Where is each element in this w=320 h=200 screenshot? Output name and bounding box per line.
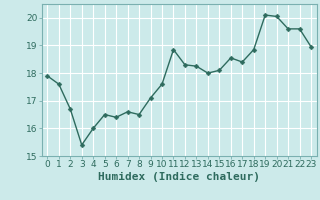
X-axis label: Humidex (Indice chaleur): Humidex (Indice chaleur): [98, 172, 260, 182]
